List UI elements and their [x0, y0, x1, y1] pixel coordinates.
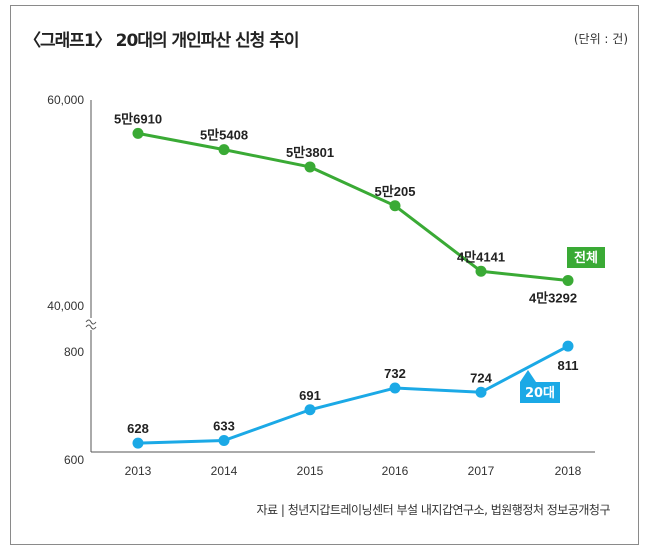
- x-tick-label: 2018: [555, 464, 582, 478]
- data-point: [562, 274, 574, 286]
- data-label: 5만6910: [114, 111, 162, 126]
- x-tick-label: 2015: [297, 464, 324, 478]
- chart-frame: [10, 5, 639, 545]
- data-label: 732: [384, 366, 406, 381]
- data-label: 4만4141: [457, 249, 505, 264]
- y-tick-label: 800: [64, 345, 84, 359]
- data-label: 628: [127, 421, 149, 436]
- data-label: 5만5408: [200, 128, 248, 143]
- legend-label-total: 전체: [574, 250, 598, 266]
- series-line-total: [137, 131, 569, 282]
- legend-label-twenties: 20대: [525, 386, 555, 401]
- data-point: [389, 382, 401, 394]
- x-tick-label: 2013: [125, 464, 152, 478]
- data-point: [475, 265, 487, 277]
- data-label: 811: [558, 358, 579, 373]
- legend-tag-total: [567, 247, 605, 268]
- x-tick-label: 2014: [211, 464, 238, 478]
- legend-pointer: [520, 370, 536, 382]
- data-label: 4만3292: [529, 290, 577, 305]
- x-tick-label: 2017: [468, 464, 495, 478]
- data-label: 5만3801: [286, 145, 334, 160]
- y-tick-label: 60,000: [47, 93, 84, 107]
- series-line-twenties: [137, 344, 569, 445]
- source-note: 자료 | 청년지갑트레이닝센터 부설 내지갑연구소, 법원행정처 정보공개청구: [256, 503, 611, 517]
- data-point: [475, 386, 487, 398]
- data-label: 691: [299, 388, 321, 403]
- unit-label: (단위 : 건): [573, 32, 628, 46]
- legend-tag-twenties: [520, 382, 560, 403]
- data-point: [304, 404, 316, 416]
- data-point: [304, 161, 316, 173]
- data-point: [389, 200, 401, 212]
- data-label: 724: [470, 370, 492, 385]
- axis-break-icon: [85, 319, 97, 330]
- data-point: [562, 340, 574, 352]
- y-tick-label: 600: [64, 453, 84, 467]
- data-point: [132, 127, 144, 139]
- data-point: [218, 144, 230, 156]
- data-label: 5만205: [375, 184, 416, 199]
- chart-title: 〈그래프1〉 20대의 개인파산 신청 추이: [24, 31, 299, 51]
- data-point: [132, 437, 144, 449]
- y-tick-label: 40,000: [47, 299, 84, 313]
- data-label: 633: [213, 419, 235, 434]
- data-point: [218, 435, 230, 447]
- x-tick-label: 2016: [382, 464, 409, 478]
